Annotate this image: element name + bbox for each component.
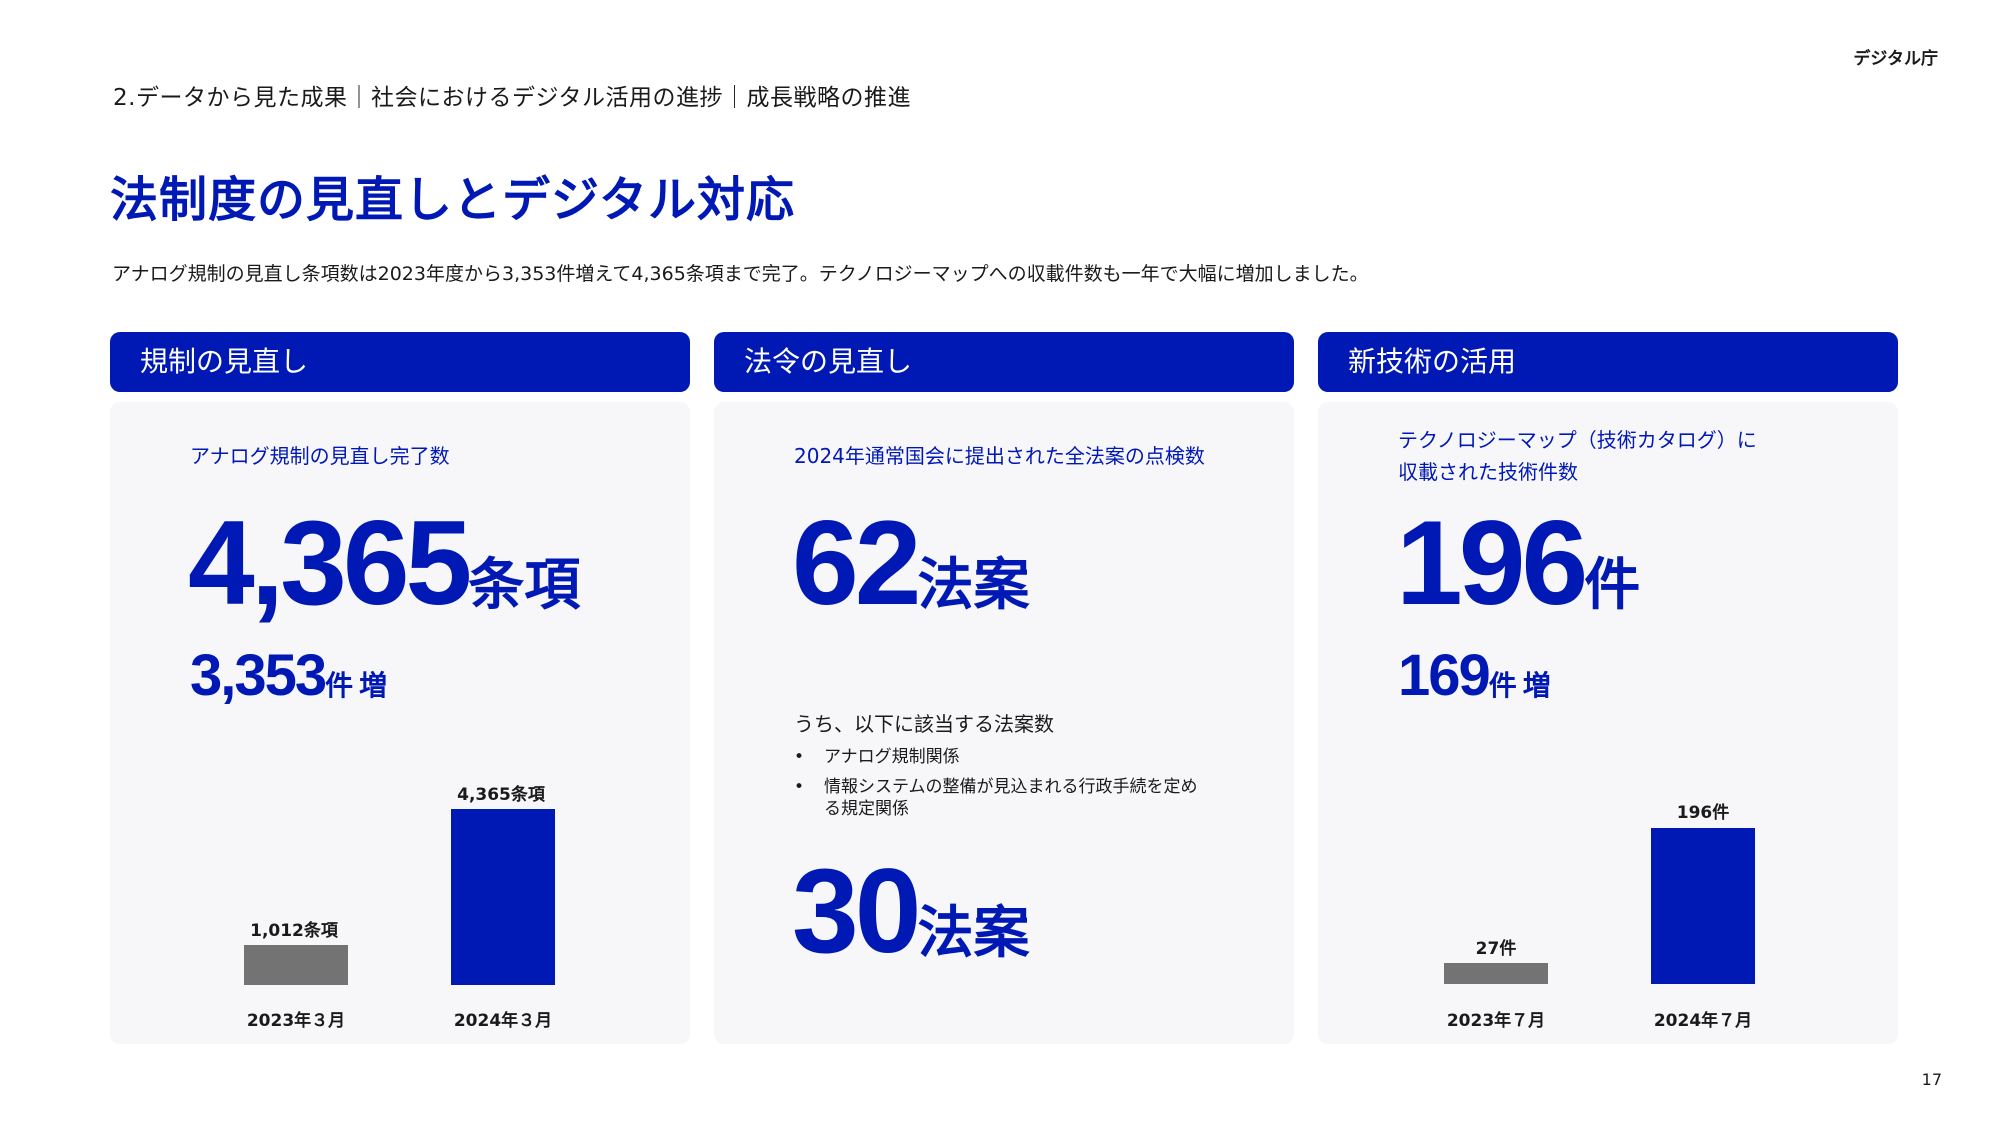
bullet-list: • アナログ規制関係 • 情報システムの整備が見込まれる行政手続を定める規定関係 [794, 746, 1214, 828]
increase-unit: 件 [325, 669, 354, 702]
org-logo-text: デジタル庁 [1853, 49, 1938, 69]
bar-value-label: 196件 [1676, 803, 1730, 823]
lead-text: アナログ規制の見直し条項数は2023年度から3,353件増えて4,365条項まで… [112, 263, 1369, 285]
column-header: 規制の見直し [110, 332, 690, 392]
bar-category-label: 2024年３月 [453, 1011, 553, 1031]
metric-label: テクノロジーマップ（技術カタログ）に 収載された技術件数 [1398, 424, 1757, 488]
column-header: 新技術の活用 [1318, 332, 1898, 392]
page-title: 法制度の見直しとデジタル対応 [110, 172, 796, 228]
column-regulation-review: 規制の見直し アナログ規制の見直し完了数 4,365条項 3,353件増 1,0… [110, 332, 690, 1044]
bar-value-label: 27件 [1475, 939, 1517, 959]
bullet-item: • アナログ規制関係 [794, 746, 1214, 768]
increase-suffix: 増 [1522, 669, 1551, 702]
bar-value-label: 1,012条項 [250, 921, 338, 941]
metric-label: 2024年通常国会に提出された全法案の点検数 [794, 444, 1205, 468]
increase-metric: 3,353件増 [190, 642, 387, 709]
bullet-icon: • [794, 747, 805, 767]
increase-suffix: 増 [359, 669, 388, 702]
sub-metric-unit: 法案 [917, 901, 1030, 966]
column-law-review: 法令の見直し 2024年通常国会に提出された全法案の点検数 62法案 うち、以下… [714, 332, 1294, 1044]
sub-heading: うち、以下に該当する法案数 [794, 712, 1054, 736]
big-metric-unit: 条項 [468, 553, 581, 618]
metric-panel: テクノロジーマップ（技術カタログ）に 収載された技術件数 196件 169件増 … [1318, 402, 1898, 1044]
big-metric: 62法案 [792, 494, 1029, 632]
increase-unit: 件 [1488, 669, 1517, 702]
big-metric-value: 62 [792, 496, 921, 630]
page-number: 17 [1921, 1070, 1942, 1089]
bullet-item: • 情報システムの整備が見込まれる行政手続を定める規定関係 [794, 776, 1214, 820]
bar-category-label: 2023年７月 [1446, 1011, 1546, 1031]
big-metric-value: 4,365 [188, 496, 472, 630]
metric-panel: アナログ規制の見直し完了数 4,365条項 3,353件増 1,012条項 4,… [110, 402, 690, 1044]
big-metric-unit: 法案 [917, 553, 1030, 618]
metric-label-line: 収載された技術件数 [1398, 460, 1578, 484]
bar-2024 [451, 809, 555, 985]
metric-label: アナログ規制の見直し完了数 [190, 444, 450, 468]
bullet-text: アナログ規制関係 [824, 747, 960, 767]
bar-2023 [1444, 963, 1548, 984]
bar-2023 [244, 945, 348, 985]
big-metric: 4,365条項 [188, 494, 580, 632]
metric-panel: 2024年通常国会に提出された全法案の点検数 62法案 うち、以下に該当する法案… [714, 402, 1294, 1044]
big-metric: 196件 [1396, 494, 1640, 632]
bar-category-label: 2023年３月 [246, 1011, 346, 1031]
metric-label-line: テクノロジーマップ（技術カタログ）に [1398, 428, 1757, 452]
bar-category-label: 2024年７月 [1653, 1011, 1753, 1031]
bar-2024 [1651, 828, 1755, 984]
sub-metric: 30法案 [792, 842, 1029, 980]
increase-value: 3,353 [190, 643, 327, 708]
breadcrumb: 2.データから見た成果｜社会におけるデジタル活用の進捗｜成長戦略の推進 [113, 85, 911, 111]
bar-value-label: 4,365条項 [457, 785, 545, 805]
increase-metric: 169件増 [1398, 642, 1551, 709]
sub-metric-value: 30 [792, 844, 921, 978]
bullet-text: 情報システムの整備が見込まれる行政手続を定める規定関係 [824, 777, 1198, 819]
big-metric-unit: 件 [1584, 553, 1641, 618]
column-new-tech: 新技術の活用 テクノロジーマップ（技術カタログ）に 収載された技術件数 196件… [1318, 332, 1898, 1044]
bullet-icon: • [794, 777, 805, 797]
increase-value: 169 [1398, 643, 1491, 708]
column-header: 法令の見直し [714, 332, 1294, 392]
big-metric-value: 196 [1396, 496, 1588, 630]
